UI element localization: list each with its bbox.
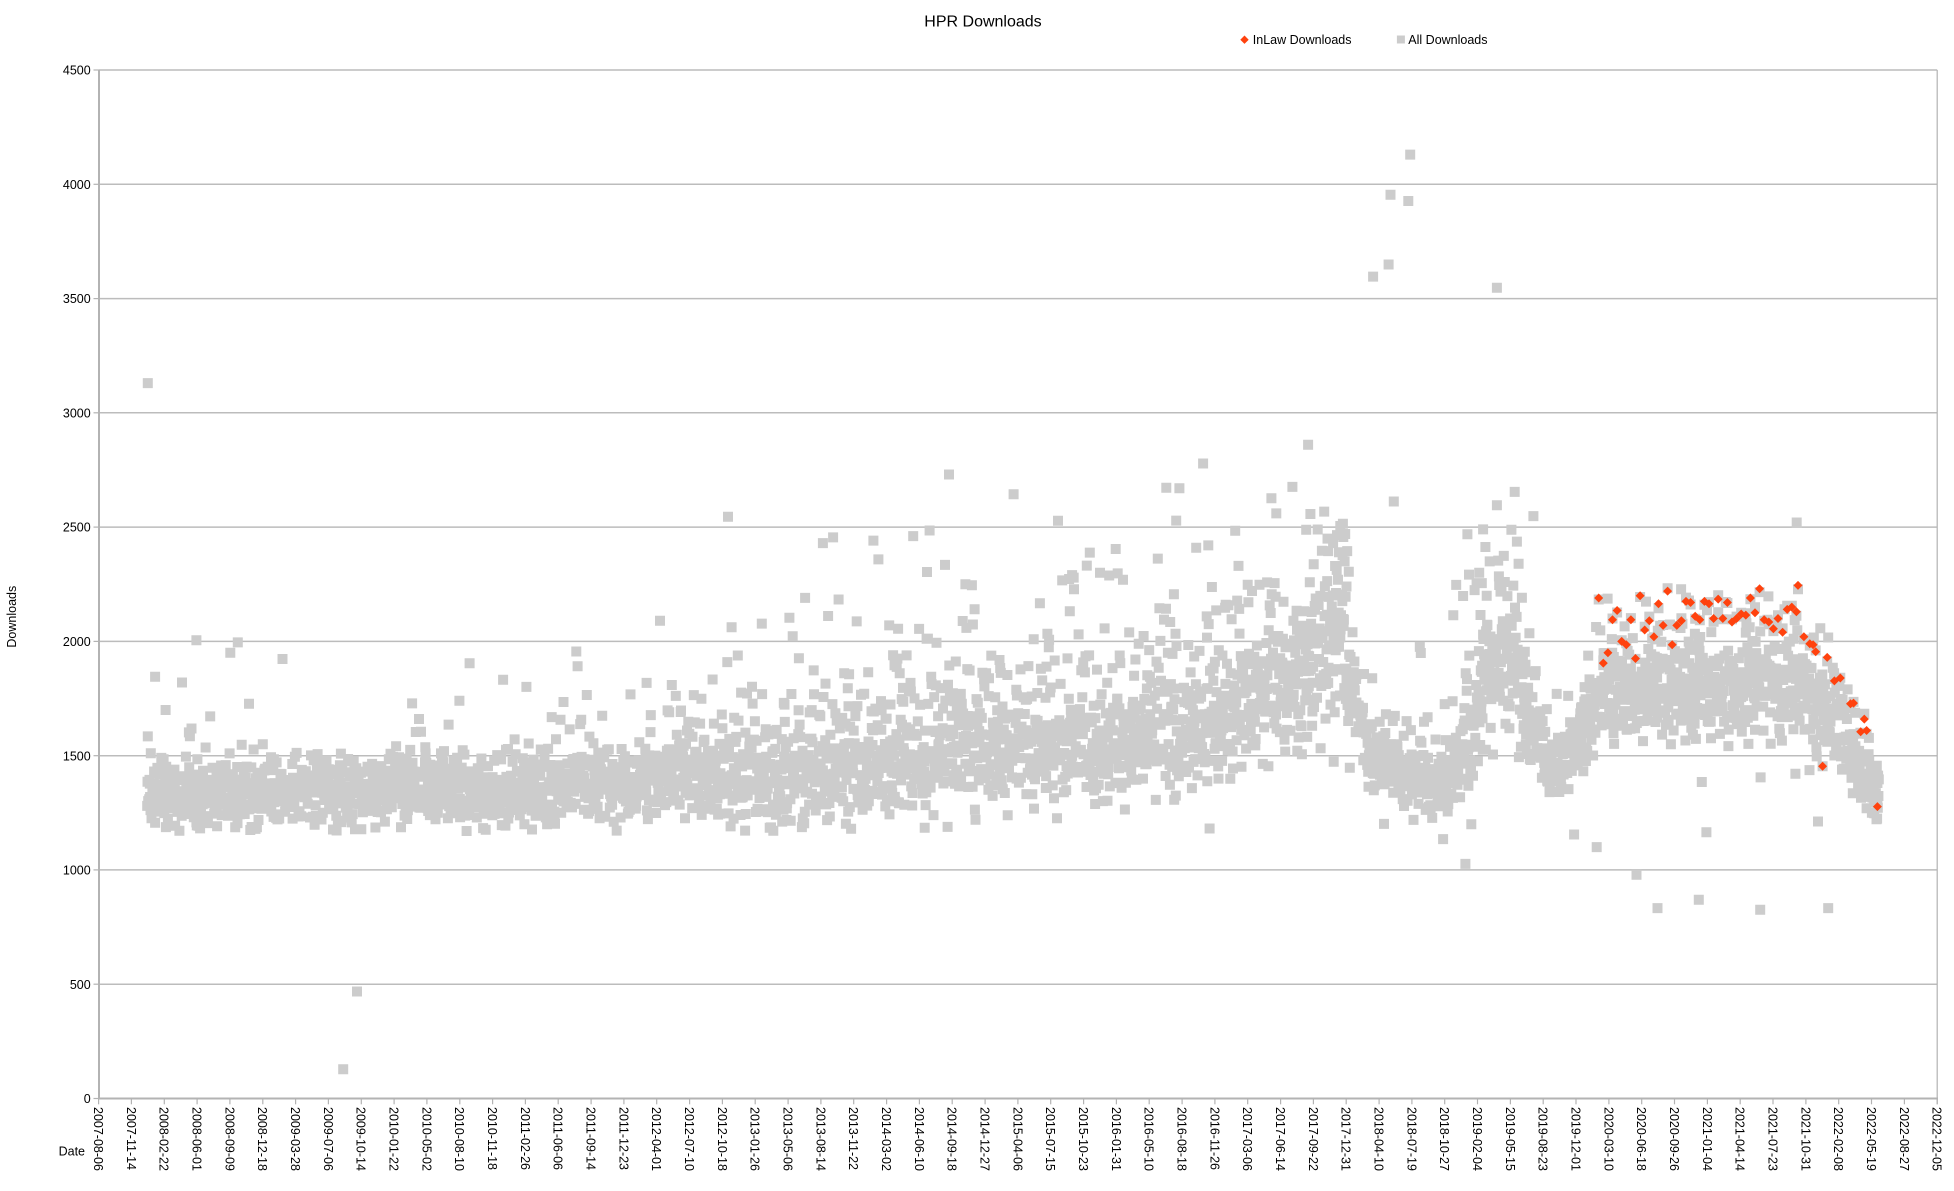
svg-text:2019-02-04: 2019-02-04 — [1470, 1107, 1484, 1171]
svg-text:2010-08-10: 2010-08-10 — [452, 1107, 466, 1171]
svg-text:2021-10-31: 2021-10-31 — [1798, 1107, 1812, 1171]
svg-text:2011-02-26: 2011-02-26 — [518, 1107, 532, 1170]
svg-text:2016-08-18: 2016-08-18 — [1175, 1107, 1189, 1171]
svg-text:2015-04-06: 2015-04-06 — [1010, 1107, 1024, 1171]
svg-text:2020-06-18: 2020-06-18 — [1634, 1107, 1648, 1171]
svg-text:2008-06-01: 2008-06-01 — [190, 1107, 204, 1171]
svg-text:2021-01-04: 2021-01-04 — [1700, 1107, 1714, 1171]
svg-text:2009-10-14: 2009-10-14 — [354, 1107, 368, 1171]
svg-text:2022-02-08: 2022-02-08 — [1831, 1107, 1845, 1171]
svg-text:2500: 2500 — [63, 521, 91, 535]
svg-text:2012-10-18: 2012-10-18 — [715, 1107, 729, 1171]
svg-text:2008-12-18: 2008-12-18 — [255, 1107, 269, 1171]
svg-text:2008-02-22: 2008-02-22 — [157, 1107, 171, 1171]
svg-text:2009-07-06: 2009-07-06 — [321, 1107, 335, 1171]
svg-text:1500: 1500 — [63, 749, 91, 763]
svg-text:4000: 4000 — [63, 178, 91, 192]
svg-text:2019-08-23: 2019-08-23 — [1536, 1107, 1550, 1171]
svg-text:2000: 2000 — [63, 635, 91, 649]
svg-text:2013-01-26: 2013-01-26 — [748, 1107, 762, 1171]
svg-text:2022-08-27: 2022-08-27 — [1897, 1107, 1911, 1171]
svg-text:2014-03-02: 2014-03-02 — [879, 1107, 893, 1171]
svg-text:2018-04-10: 2018-04-10 — [1372, 1107, 1386, 1171]
svg-text:2019-12-01: 2019-12-01 — [1569, 1107, 1583, 1171]
svg-text:2016-01-31: 2016-01-31 — [1109, 1107, 1123, 1171]
svg-text:2012-07-10: 2012-07-10 — [682, 1107, 696, 1171]
svg-text:2021-07-23: 2021-07-23 — [1766, 1107, 1780, 1171]
svg-text:2007-11-14: 2007-11-14 — [124, 1107, 138, 1170]
svg-text:2013-05-06: 2013-05-06 — [781, 1107, 795, 1171]
svg-text:2016-11-26: 2016-11-26 — [1207, 1107, 1221, 1170]
svg-text:InLaw Downloads: InLaw Downloads — [1253, 33, 1352, 47]
svg-text:Date: Date — [59, 1144, 85, 1158]
svg-text:2020-09-26: 2020-09-26 — [1667, 1107, 1681, 1171]
svg-text:500: 500 — [70, 978, 91, 992]
svg-text:2016-05-10: 2016-05-10 — [1142, 1107, 1156, 1171]
svg-text:2009-03-28: 2009-03-28 — [288, 1107, 302, 1171]
svg-text:2018-07-19: 2018-07-19 — [1404, 1107, 1418, 1171]
svg-text:HPR Downloads: HPR Downloads — [924, 13, 1041, 30]
svg-text:2017-06-14: 2017-06-14 — [1273, 1107, 1287, 1171]
svg-text:3500: 3500 — [63, 292, 91, 306]
svg-text:2007-08-06: 2007-08-06 — [91, 1107, 105, 1171]
svg-text:2020-03-10: 2020-03-10 — [1601, 1107, 1615, 1171]
svg-text:1000: 1000 — [63, 864, 91, 878]
svg-text:2010-01-22: 2010-01-22 — [387, 1107, 401, 1171]
svg-text:2017-12-31: 2017-12-31 — [1339, 1107, 1353, 1171]
svg-text:Downloads: Downloads — [5, 586, 19, 648]
svg-text:2013-11-22: 2013-11-22 — [846, 1107, 860, 1170]
svg-text:2014-09-18: 2014-09-18 — [945, 1107, 959, 1171]
svg-text:4500: 4500 — [63, 64, 91, 78]
svg-text:2018-10-27: 2018-10-27 — [1437, 1107, 1451, 1171]
svg-text:2022-12-05: 2022-12-05 — [1930, 1107, 1944, 1171]
svg-text:2015-10-23: 2015-10-23 — [1076, 1107, 1090, 1171]
svg-text:2011-06-06: 2011-06-06 — [551, 1107, 565, 1170]
svg-text:2017-03-06: 2017-03-06 — [1240, 1107, 1254, 1171]
svg-text:2008-09-09: 2008-09-09 — [222, 1107, 236, 1171]
svg-text:0: 0 — [84, 1092, 91, 1106]
svg-text:2019-05-15: 2019-05-15 — [1503, 1107, 1517, 1171]
svg-text:2014-06-10: 2014-06-10 — [912, 1107, 926, 1171]
svg-text:2010-11-18: 2010-11-18 — [485, 1107, 499, 1170]
svg-text:2012-04-01: 2012-04-01 — [649, 1107, 663, 1171]
svg-text:2011-12-23: 2011-12-23 — [616, 1107, 630, 1170]
svg-text:2013-08-14: 2013-08-14 — [813, 1107, 827, 1171]
svg-text:2022-05-19: 2022-05-19 — [1864, 1107, 1878, 1171]
svg-text:2014-12-27: 2014-12-27 — [978, 1107, 992, 1171]
svg-text:2011-09-14: 2011-09-14 — [584, 1107, 598, 1170]
svg-text:2017-09-22: 2017-09-22 — [1306, 1107, 1320, 1171]
svg-text:All Downloads: All Downloads — [1408, 33, 1487, 47]
svg-text:3000: 3000 — [63, 406, 91, 420]
svg-text:2010-05-02: 2010-05-02 — [419, 1107, 433, 1171]
svg-text:2021-04-14: 2021-04-14 — [1733, 1107, 1747, 1171]
svg-text:2015-07-15: 2015-07-15 — [1043, 1107, 1057, 1171]
